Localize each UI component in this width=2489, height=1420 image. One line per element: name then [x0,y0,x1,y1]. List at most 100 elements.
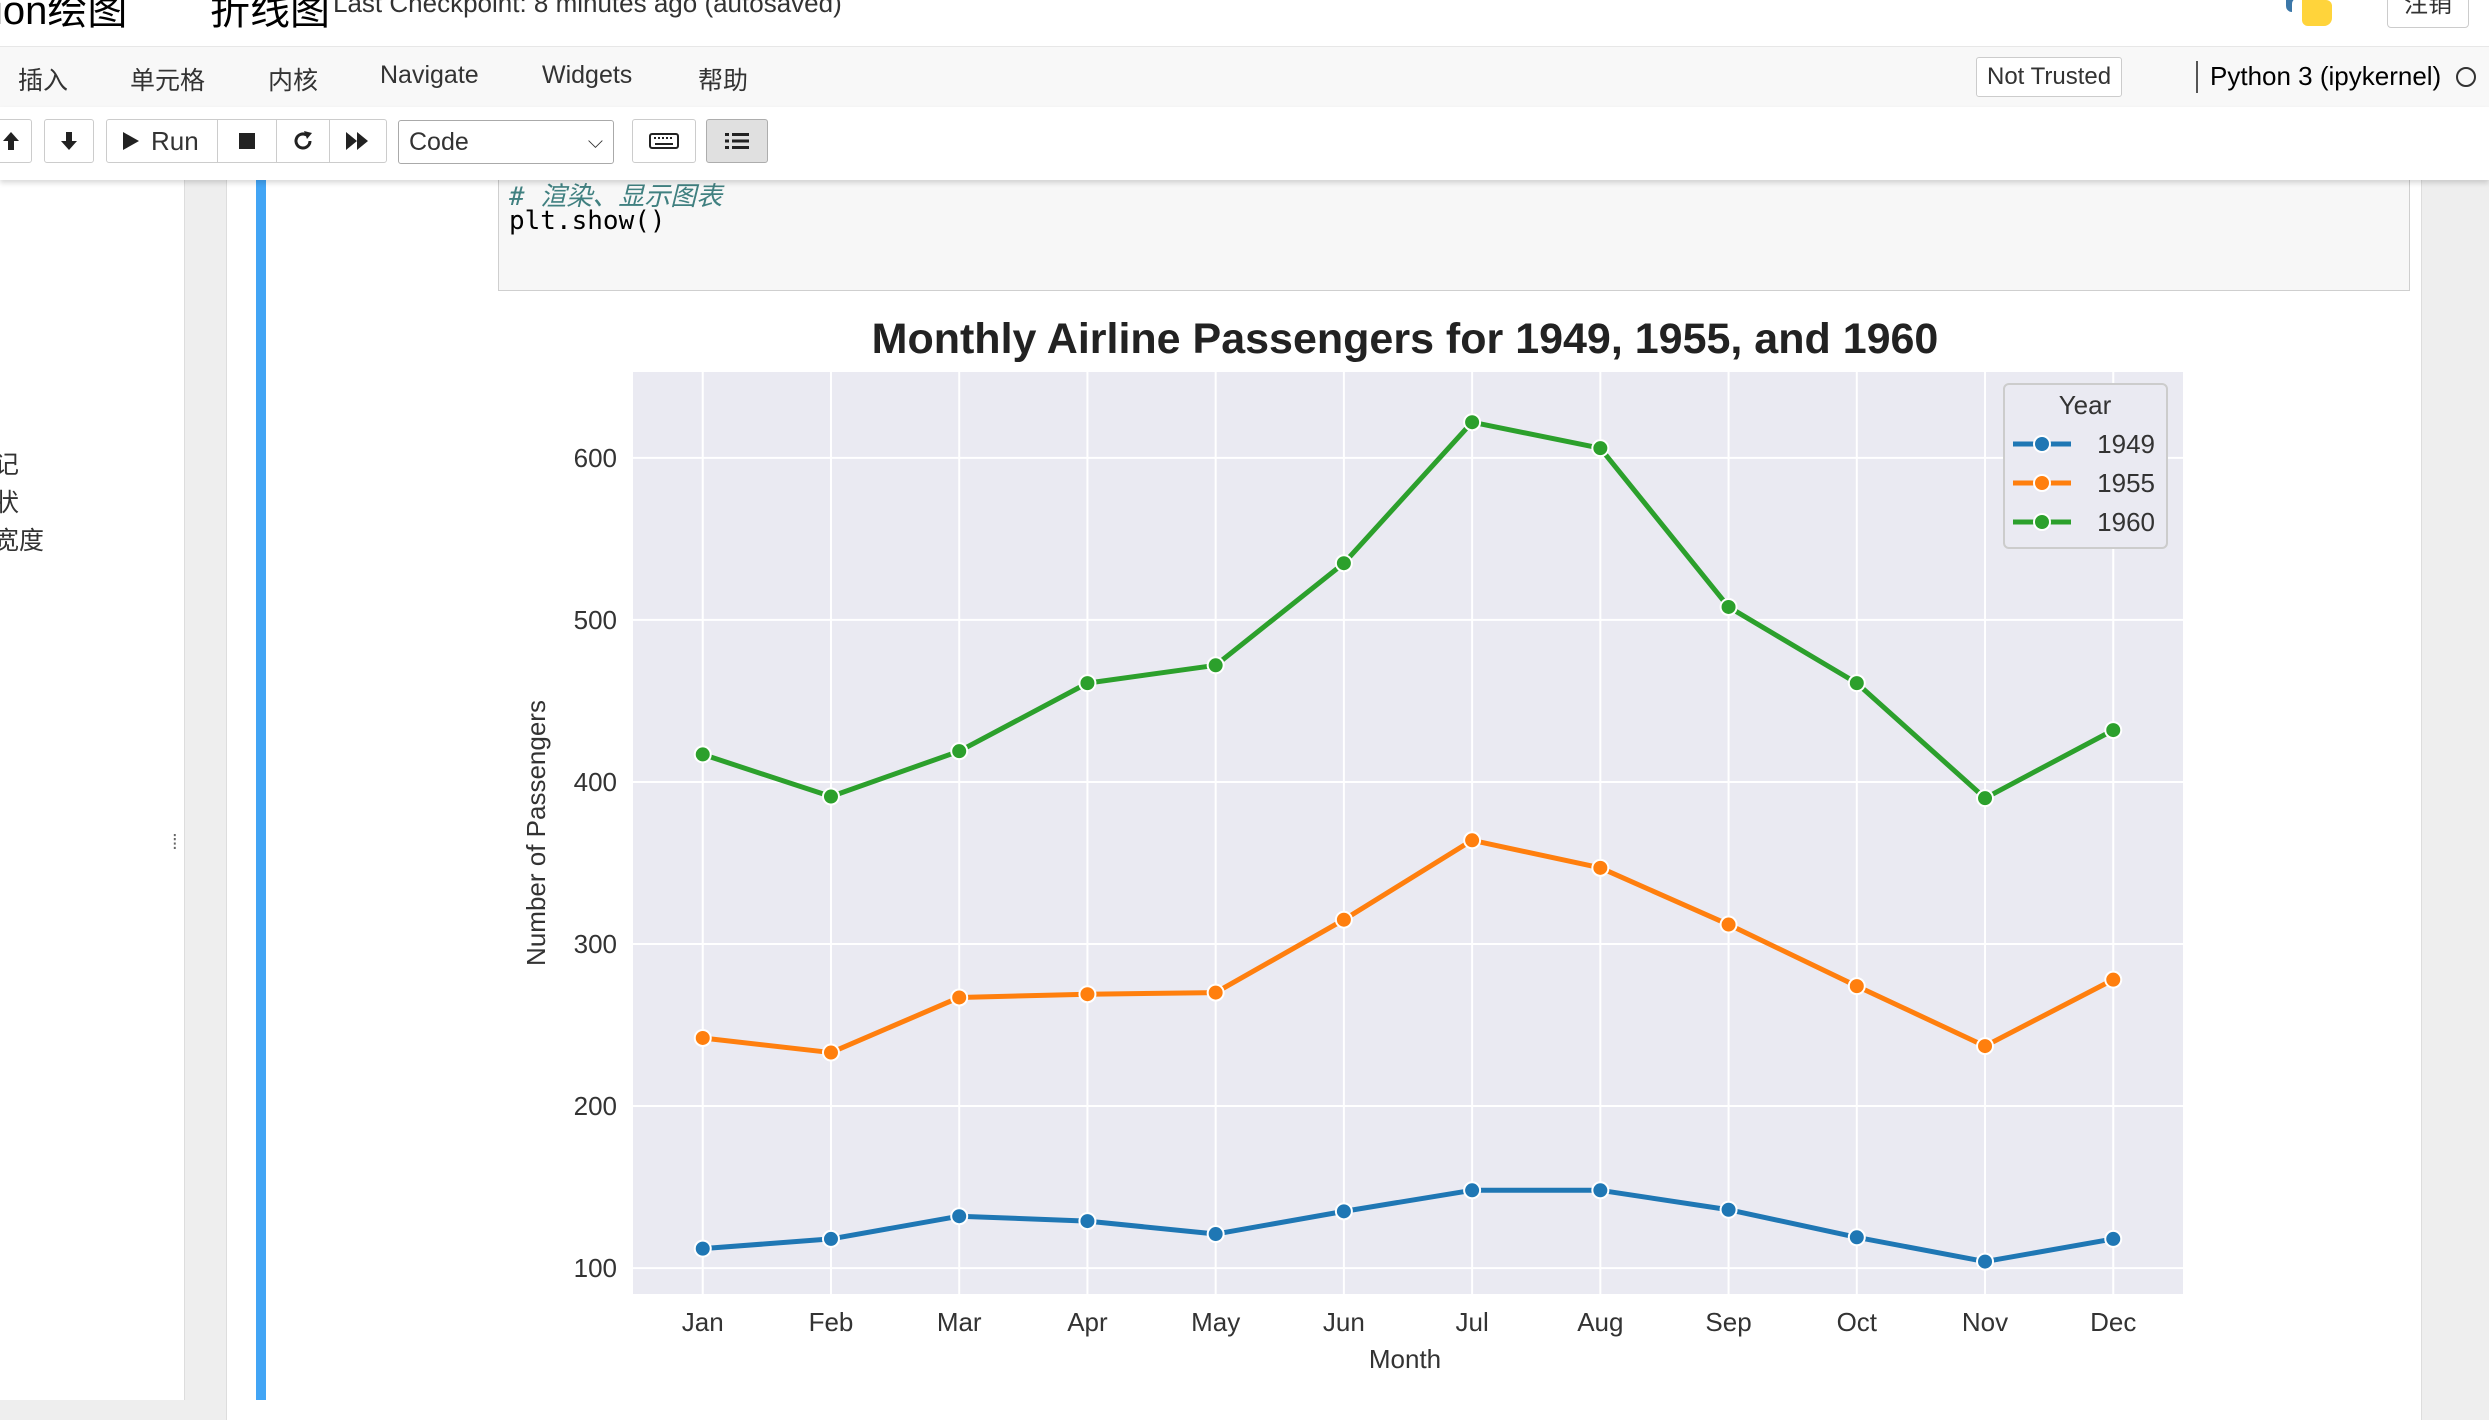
toc-item[interactable]: 宽度 [0,527,45,555]
play-icon [123,132,139,150]
data-point-1949 [1847,1228,1866,1247]
data-point-1949 [1334,1202,1353,1221]
data-point-1949 [950,1207,969,1226]
fast-forward-icon [346,132,368,150]
notebook-title[interactable]: 折线图 [210,0,330,33]
data-point-1955 [1591,858,1610,877]
cell-type-value: Code [409,128,469,156]
data-point-1960 [821,787,840,806]
data-point-1955 [1078,985,1097,1004]
toc-toggle-button[interactable] [706,119,768,163]
legend-label-1960: 1960 [2097,507,2155,537]
data-point-1949 [1591,1181,1610,1200]
x-tick-label: Apr [1067,1307,1108,1337]
y-tick-label: 500 [574,605,617,635]
data-point-1949 [2104,1229,2123,1248]
cell-type-select[interactable]: Code ⌵ [398,120,614,164]
y-tick-label: 600 [574,443,617,473]
data-point-1960 [1334,554,1353,573]
y-tick-label: 300 [574,929,617,959]
menu-help[interactable]: 帮助 [698,67,749,95]
x-tick-label: Sep [1705,1307,1751,1337]
menu-widgets[interactable]: Widgets [542,61,633,89]
data-point-1955 [1206,983,1225,1002]
kernel-name[interactable]: Python 3 (ipykernel) [2210,61,2442,91]
data-point-1960 [1976,789,1995,808]
y-tick-label: 100 [574,1253,617,1283]
data-point-1949 [1463,1181,1482,1200]
toc-panel: 记 状 宽度 ⁞ [0,180,185,1400]
legend-title: Year [2059,390,2112,420]
notebook-name[interactable]: ion绘图 [0,0,128,33]
data-point-1955 [1976,1037,1995,1056]
move-down-button[interactable] [44,119,94,163]
x-tick-label: Dec [2090,1307,2136,1337]
legend-marker-1955 [2033,474,2051,492]
run-button[interactable]: Run [106,119,218,163]
x-tick-label: Jan [682,1307,724,1337]
y-tick-labels: 100 200 300 400 500 600 [574,443,617,1283]
data-point-1960 [1206,656,1225,675]
data-point-1955 [2104,970,2123,989]
series-line-1949 [702,1187,2114,1265]
plot-area [633,372,2183,1294]
logout-button[interactable]: 注销 [2387,0,2469,28]
data-point-1955 [1719,915,1738,934]
data-point-1960 [1463,413,1482,432]
toolbar: Run Code ⌵ [0,107,2489,180]
trust-status-button[interactable]: Not Trusted [1976,57,2123,97]
keyboard-icon [649,133,679,149]
data-point-1960 [1591,439,1610,458]
y-tick-label: 200 [574,1091,617,1121]
data-point-1960 [1078,674,1097,693]
move-up-button[interactable] [0,119,32,163]
restart-icon [294,131,312,150]
checkpoint-status: Last Checkpoint: 8 minutes ago (autosave… [333,0,842,18]
command-palette-button[interactable] [632,119,696,163]
data-point-1949 [1206,1225,1225,1244]
legend: Year 1949 1955 1960 [2003,383,2168,549]
x-tick-label: Aug [1577,1307,1623,1337]
data-point-1949 [693,1239,712,1258]
x-axis-label: Month [1369,1344,1441,1374]
kernel-separator [2196,61,2198,93]
x-tick-label: Jun [1323,1307,1365,1337]
legend-box [2003,383,2168,549]
x-tick-label: Jul [1455,1307,1488,1337]
toc-item[interactable]: 记 [0,445,19,481]
notebook-header: ion绘图 折线图 Last Checkpoint: 8 minutes ago… [0,0,2489,46]
legend-label-1955: 1955 [2097,468,2155,498]
series-line-1960 [701,419,2115,801]
arrow-down-icon [61,132,77,150]
menu-cell[interactable]: 单元格 [130,67,206,95]
data-point-1955 [821,1043,840,1062]
chart-title: Monthly Airline Passengers for 1949, 195… [872,315,1939,363]
code-line: plt.show() [509,206,666,236]
menu-navigate[interactable]: Navigate [380,61,479,89]
toc-item[interactable]: 状 [0,483,19,519]
chevron-down-icon: ⌵ [587,131,603,153]
data-point-1960 [693,745,712,764]
kernel-idle-icon [2456,67,2476,87]
python-logo-icon [2286,0,2332,26]
menubar: 插入 单元格 内核 Navigate Widgets 帮助 Not Truste… [0,46,2489,108]
selected-cell-indicator [256,180,266,1400]
data-point-1955 [1847,977,1866,996]
arrow-up-icon [3,132,19,150]
resize-handle-icon[interactable]: ⁞ [172,832,178,854]
x-tick-labels: Jan Feb Mar Apr May Jun Jul Aug Sep Oct Nov Dec [682,1307,2137,1337]
interrupt-button[interactable] [217,119,277,163]
menu-insert[interactable]: 插入 [18,67,69,95]
code-input-area[interactable]: # 渲染、显示图表 plt.show() [498,176,2410,291]
menu-kernel[interactable]: 内核 [268,67,319,95]
line-chart: Monthly Airline Passengers for 1949, 195… [521,315,2183,1374]
restart-run-all-button[interactable] [329,119,387,163]
data-point-1949 [1976,1252,1995,1271]
x-tick-label: Mar [937,1307,982,1337]
data-point-1949 [821,1229,840,1248]
series-lines [693,413,2123,1271]
data-point-1960 [2104,721,2123,740]
restart-button[interactable] [276,119,330,163]
series-line-1955 [702,837,2115,1056]
x-tick-label: Feb [809,1307,854,1337]
